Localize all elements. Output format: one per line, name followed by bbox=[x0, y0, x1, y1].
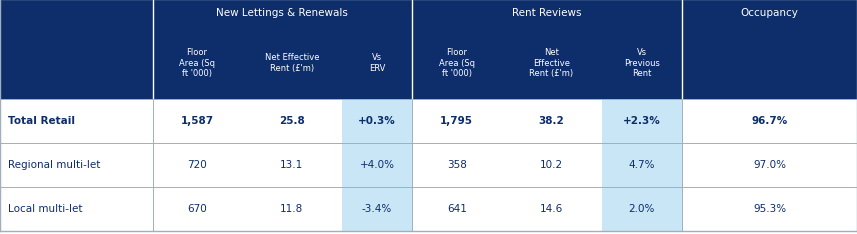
Text: Floor
Area (Sq
ft '000): Floor Area (Sq ft '000) bbox=[179, 48, 215, 78]
Text: 1,587: 1,587 bbox=[181, 116, 213, 126]
Text: +0.3%: +0.3% bbox=[358, 116, 396, 126]
Text: 670: 670 bbox=[187, 204, 207, 214]
Bar bbox=[342, 143, 412, 187]
Bar bbox=[0, 99, 857, 143]
Text: 358: 358 bbox=[446, 160, 467, 170]
Text: 10.2: 10.2 bbox=[540, 160, 563, 170]
Bar bbox=[0, 187, 857, 231]
Text: 96.7%: 96.7% bbox=[752, 116, 788, 126]
Bar bbox=[342, 99, 412, 143]
Bar bbox=[342, 187, 412, 231]
Text: +4.0%: +4.0% bbox=[360, 160, 394, 170]
Text: Net
Effective
Rent (£'m): Net Effective Rent (£'m) bbox=[530, 48, 573, 78]
Text: Vs
Previous
Rent: Vs Previous Rent bbox=[624, 48, 660, 78]
Text: Local multi-let: Local multi-let bbox=[8, 204, 82, 214]
Text: 95.3%: 95.3% bbox=[753, 204, 786, 214]
Text: 720: 720 bbox=[187, 160, 207, 170]
Text: 4.7%: 4.7% bbox=[629, 160, 655, 170]
Text: 38.2: 38.2 bbox=[538, 116, 565, 126]
Text: 1,795: 1,795 bbox=[440, 116, 473, 126]
Text: Vs
ERV: Vs ERV bbox=[369, 53, 386, 73]
Text: 25.8: 25.8 bbox=[279, 116, 305, 126]
Text: 97.0%: 97.0% bbox=[753, 160, 786, 170]
Bar bbox=[0, 27, 857, 99]
Bar bbox=[0, 0, 857, 27]
Text: 11.8: 11.8 bbox=[280, 204, 303, 214]
Text: +2.3%: +2.3% bbox=[623, 116, 661, 126]
Bar bbox=[602, 143, 682, 187]
Bar bbox=[602, 99, 682, 143]
Bar bbox=[602, 187, 682, 231]
Text: Rent Reviews: Rent Reviews bbox=[512, 8, 582, 18]
Text: 14.6: 14.6 bbox=[540, 204, 563, 214]
Text: 641: 641 bbox=[446, 204, 467, 214]
Text: New Lettings & Renewals: New Lettings & Renewals bbox=[217, 8, 348, 18]
Text: Regional multi-let: Regional multi-let bbox=[8, 160, 100, 170]
Text: Occupancy: Occupancy bbox=[740, 8, 799, 18]
Text: Total Retail: Total Retail bbox=[8, 116, 75, 126]
Text: Floor
Area (Sq
ft '000): Floor Area (Sq ft '000) bbox=[439, 48, 475, 78]
Text: Net Effective
Rent (£'m): Net Effective Rent (£'m) bbox=[265, 53, 319, 73]
Bar bbox=[0, 143, 857, 187]
Text: 2.0%: 2.0% bbox=[629, 204, 655, 214]
Text: -3.4%: -3.4% bbox=[362, 204, 393, 214]
Text: 13.1: 13.1 bbox=[280, 160, 303, 170]
